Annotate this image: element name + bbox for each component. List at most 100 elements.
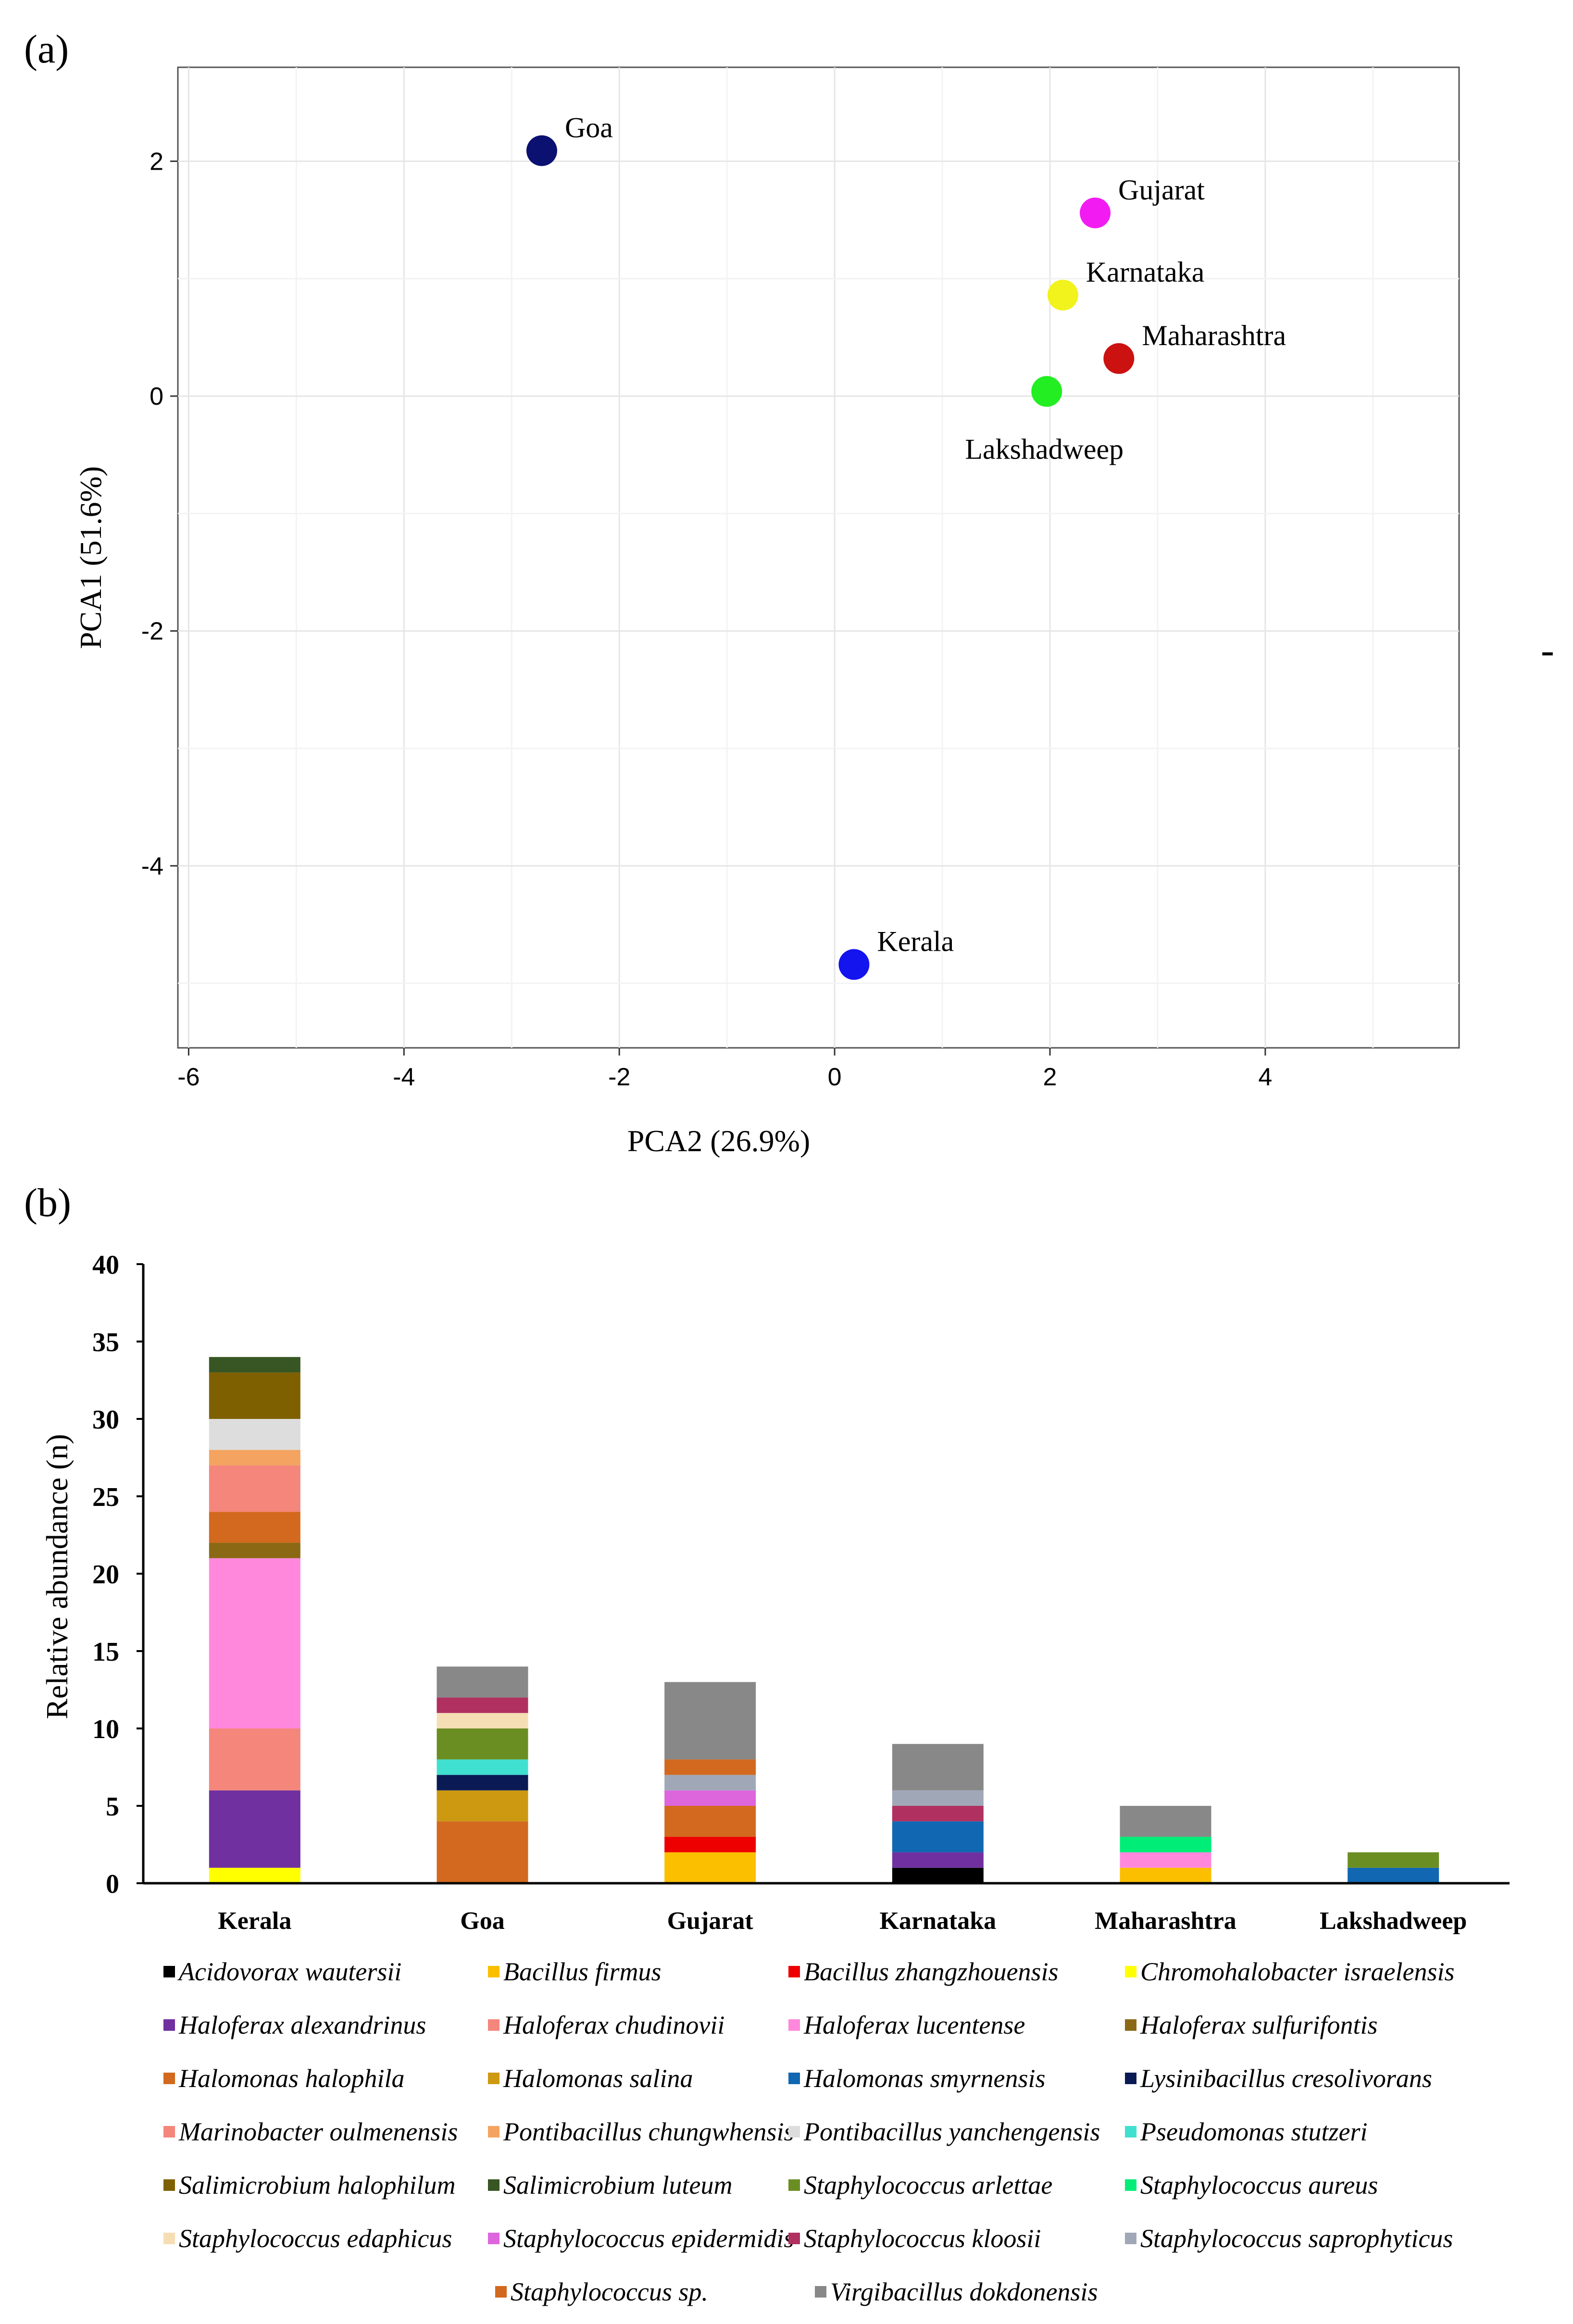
legend-item: Bacillus firmus	[488, 1957, 662, 1986]
bar-y-axis-title: Relative abundance (n)	[40, 1434, 74, 1719]
legend-label: Staphylococcus saprophyticus	[1140, 2224, 1453, 2253]
bar-segment	[664, 1682, 756, 1760]
bar-y-tick-label: 30	[92, 1405, 119, 1435]
bar-segment	[209, 1790, 300, 1868]
bar-y-tick-label: 10	[92, 1715, 119, 1744]
scatter-point-karnataka	[1047, 279, 1078, 311]
legend-swatch	[488, 2019, 499, 2031]
bar-segment	[209, 1728, 300, 1790]
bar-segment	[437, 1775, 528, 1790]
bar-y-tick-label: 15	[92, 1637, 119, 1667]
legend-item: Staphylococcus epidermidis	[488, 2224, 794, 2253]
side-mark: -	[1541, 628, 1554, 672]
bar-segment	[892, 1821, 984, 1852]
bar-segment	[437, 1713, 528, 1728]
legend-label: Halomonas halophila	[178, 2064, 405, 2093]
legend-swatch	[163, 1966, 175, 1977]
scatter-point-lakshadweep	[1031, 376, 1062, 407]
legend-label: Marinobacter oulmenensis	[178, 2117, 458, 2146]
legend-swatch	[488, 2233, 499, 2244]
bar-y-tick-label: 35	[92, 1328, 119, 1357]
legend-item: Virgibacillus dokdonensis	[815, 2277, 1098, 2306]
bar-y-tick-label: 25	[92, 1482, 119, 1512]
bar-segment	[664, 1852, 756, 1883]
bar-category-label: Lakshadweep	[1320, 1907, 1467, 1935]
bar-segment	[209, 1542, 300, 1558]
legend-item: Haloferax chudinovii	[488, 2011, 724, 2039]
legend-item: Halomonas smyrnensis	[788, 2064, 1046, 2093]
legend-label: Haloferax alexandrinus	[178, 2011, 426, 2039]
legend-swatch	[1125, 1966, 1136, 1977]
bar-segment	[437, 1666, 528, 1698]
legend-label: Acidovorax wautersii	[177, 1957, 401, 1986]
legend-item: Haloferax alexandrinus	[163, 2011, 426, 2039]
legend-label: Pontibacillus chungwhensis	[503, 2117, 794, 2146]
bar-segment	[437, 1790, 528, 1822]
pca-scatter-chart: -6 -4 -2 0 2 4 -4 -2 0 2 Goa Gujarat Karnataka Maha…	[74, 66, 1460, 1158]
panel-b-label: (b)	[24, 1181, 71, 1225]
bar-segment	[437, 1697, 528, 1713]
scatter-x-tick-label: -4	[393, 1063, 415, 1091]
legend-label: Salimicrobium luteum	[503, 2171, 732, 2200]
scatter-x-tick-label: -6	[177, 1063, 200, 1091]
legend-swatch	[788, 2233, 800, 2244]
legend-item: Lysinibacillus cresolivorans	[1125, 2064, 1432, 2093]
legend-label: Staphylococcus epidermidis	[503, 2224, 794, 2253]
legend-label: Halomonas salina	[503, 2064, 693, 2093]
bar-segment	[892, 1806, 984, 1822]
legend-swatch	[788, 2019, 800, 2031]
bar-segment	[1120, 1806, 1211, 1837]
bar-segment	[209, 1372, 300, 1419]
bar-category-label: Maharashtra	[1095, 1907, 1236, 1935]
legend-label: Haloferax lucentense	[803, 2011, 1025, 2039]
bar-segment	[1120, 1852, 1211, 1868]
legend-item: Halomonas salina	[488, 2064, 693, 2093]
bar-category-label: Gujarat	[667, 1907, 754, 1935]
legend-swatch	[495, 2286, 507, 2298]
scatter-x-axis-title: PCA2 (26.9%)	[627, 1124, 810, 1158]
legend-item: Salimicrobium halophilum	[163, 2171, 456, 2200]
scatter-point-label: Maharashtra	[1142, 320, 1286, 351]
abundance-bar-chart: 0 5 10 15 20 25 30 35 40 Kerala Goa Gujarat Karnata…	[40, 1250, 1510, 2306]
scatter-point-kerala	[838, 949, 870, 980]
bar-y-tick-label: 20	[92, 1560, 119, 1590]
scatter-point-label: Lakshadweep	[965, 433, 1124, 465]
legend-item: Marinobacter oulmenensis	[163, 2117, 458, 2146]
legend-swatch	[1125, 2126, 1136, 2138]
bar-segment	[892, 1790, 984, 1806]
legend-swatch	[163, 2073, 175, 2084]
scatter-x-ticks: -6 -4 -2 0 2 4	[177, 1048, 1272, 1091]
legend-label: Bacillus zhangzhouensis	[804, 1957, 1059, 1986]
legend-item: Staphylococcus edaphicus	[163, 2224, 452, 2253]
legend-swatch	[488, 2126, 499, 2138]
bar-category-label: Karnataka	[879, 1907, 996, 1935]
legend-swatch	[163, 2126, 175, 2138]
scatter-point-label: Kerala	[877, 926, 954, 957]
legend-item: Haloferax sulfurifontis	[1125, 2011, 1378, 2039]
bar-segment	[1120, 1867, 1211, 1883]
scatter-y-tick-label: -2	[141, 618, 163, 646]
scatter-x-tick-label: 0	[828, 1063, 842, 1091]
bar-segment	[892, 1744, 984, 1790]
legend-swatch	[1125, 2073, 1136, 2084]
scatter-point-gujarat	[1080, 197, 1111, 228]
legend-item: Staphylococcus sp.	[495, 2277, 708, 2306]
legend-label: Bacillus firmus	[503, 1957, 662, 1986]
scatter-plot-area	[177, 66, 1460, 1049]
legend-item: Halomonas halophila	[163, 2064, 405, 2093]
legend-label: Halomonas smyrnensis	[803, 2064, 1046, 2093]
legend-swatch	[163, 2019, 175, 2031]
legend-item: Acidovorax wautersii	[163, 1957, 401, 1986]
bar-segment	[209, 1512, 300, 1543]
bar-segment	[664, 1790, 756, 1806]
bar-segment	[437, 1728, 528, 1760]
legend-item: Pontibacillus yanchengensis	[788, 2117, 1100, 2146]
legend-swatch	[788, 1966, 800, 1977]
scatter-point-goa	[526, 135, 557, 166]
legend-label: Staphylococcus kloosii	[804, 2224, 1041, 2253]
legend-label: Haloferax sulfurifontis	[1140, 2011, 1378, 2039]
legend-item: Bacillus zhangzhouensis	[788, 1957, 1059, 1986]
bar-y-tick-label: 0	[106, 1869, 119, 1899]
legend-swatch	[788, 2073, 800, 2084]
